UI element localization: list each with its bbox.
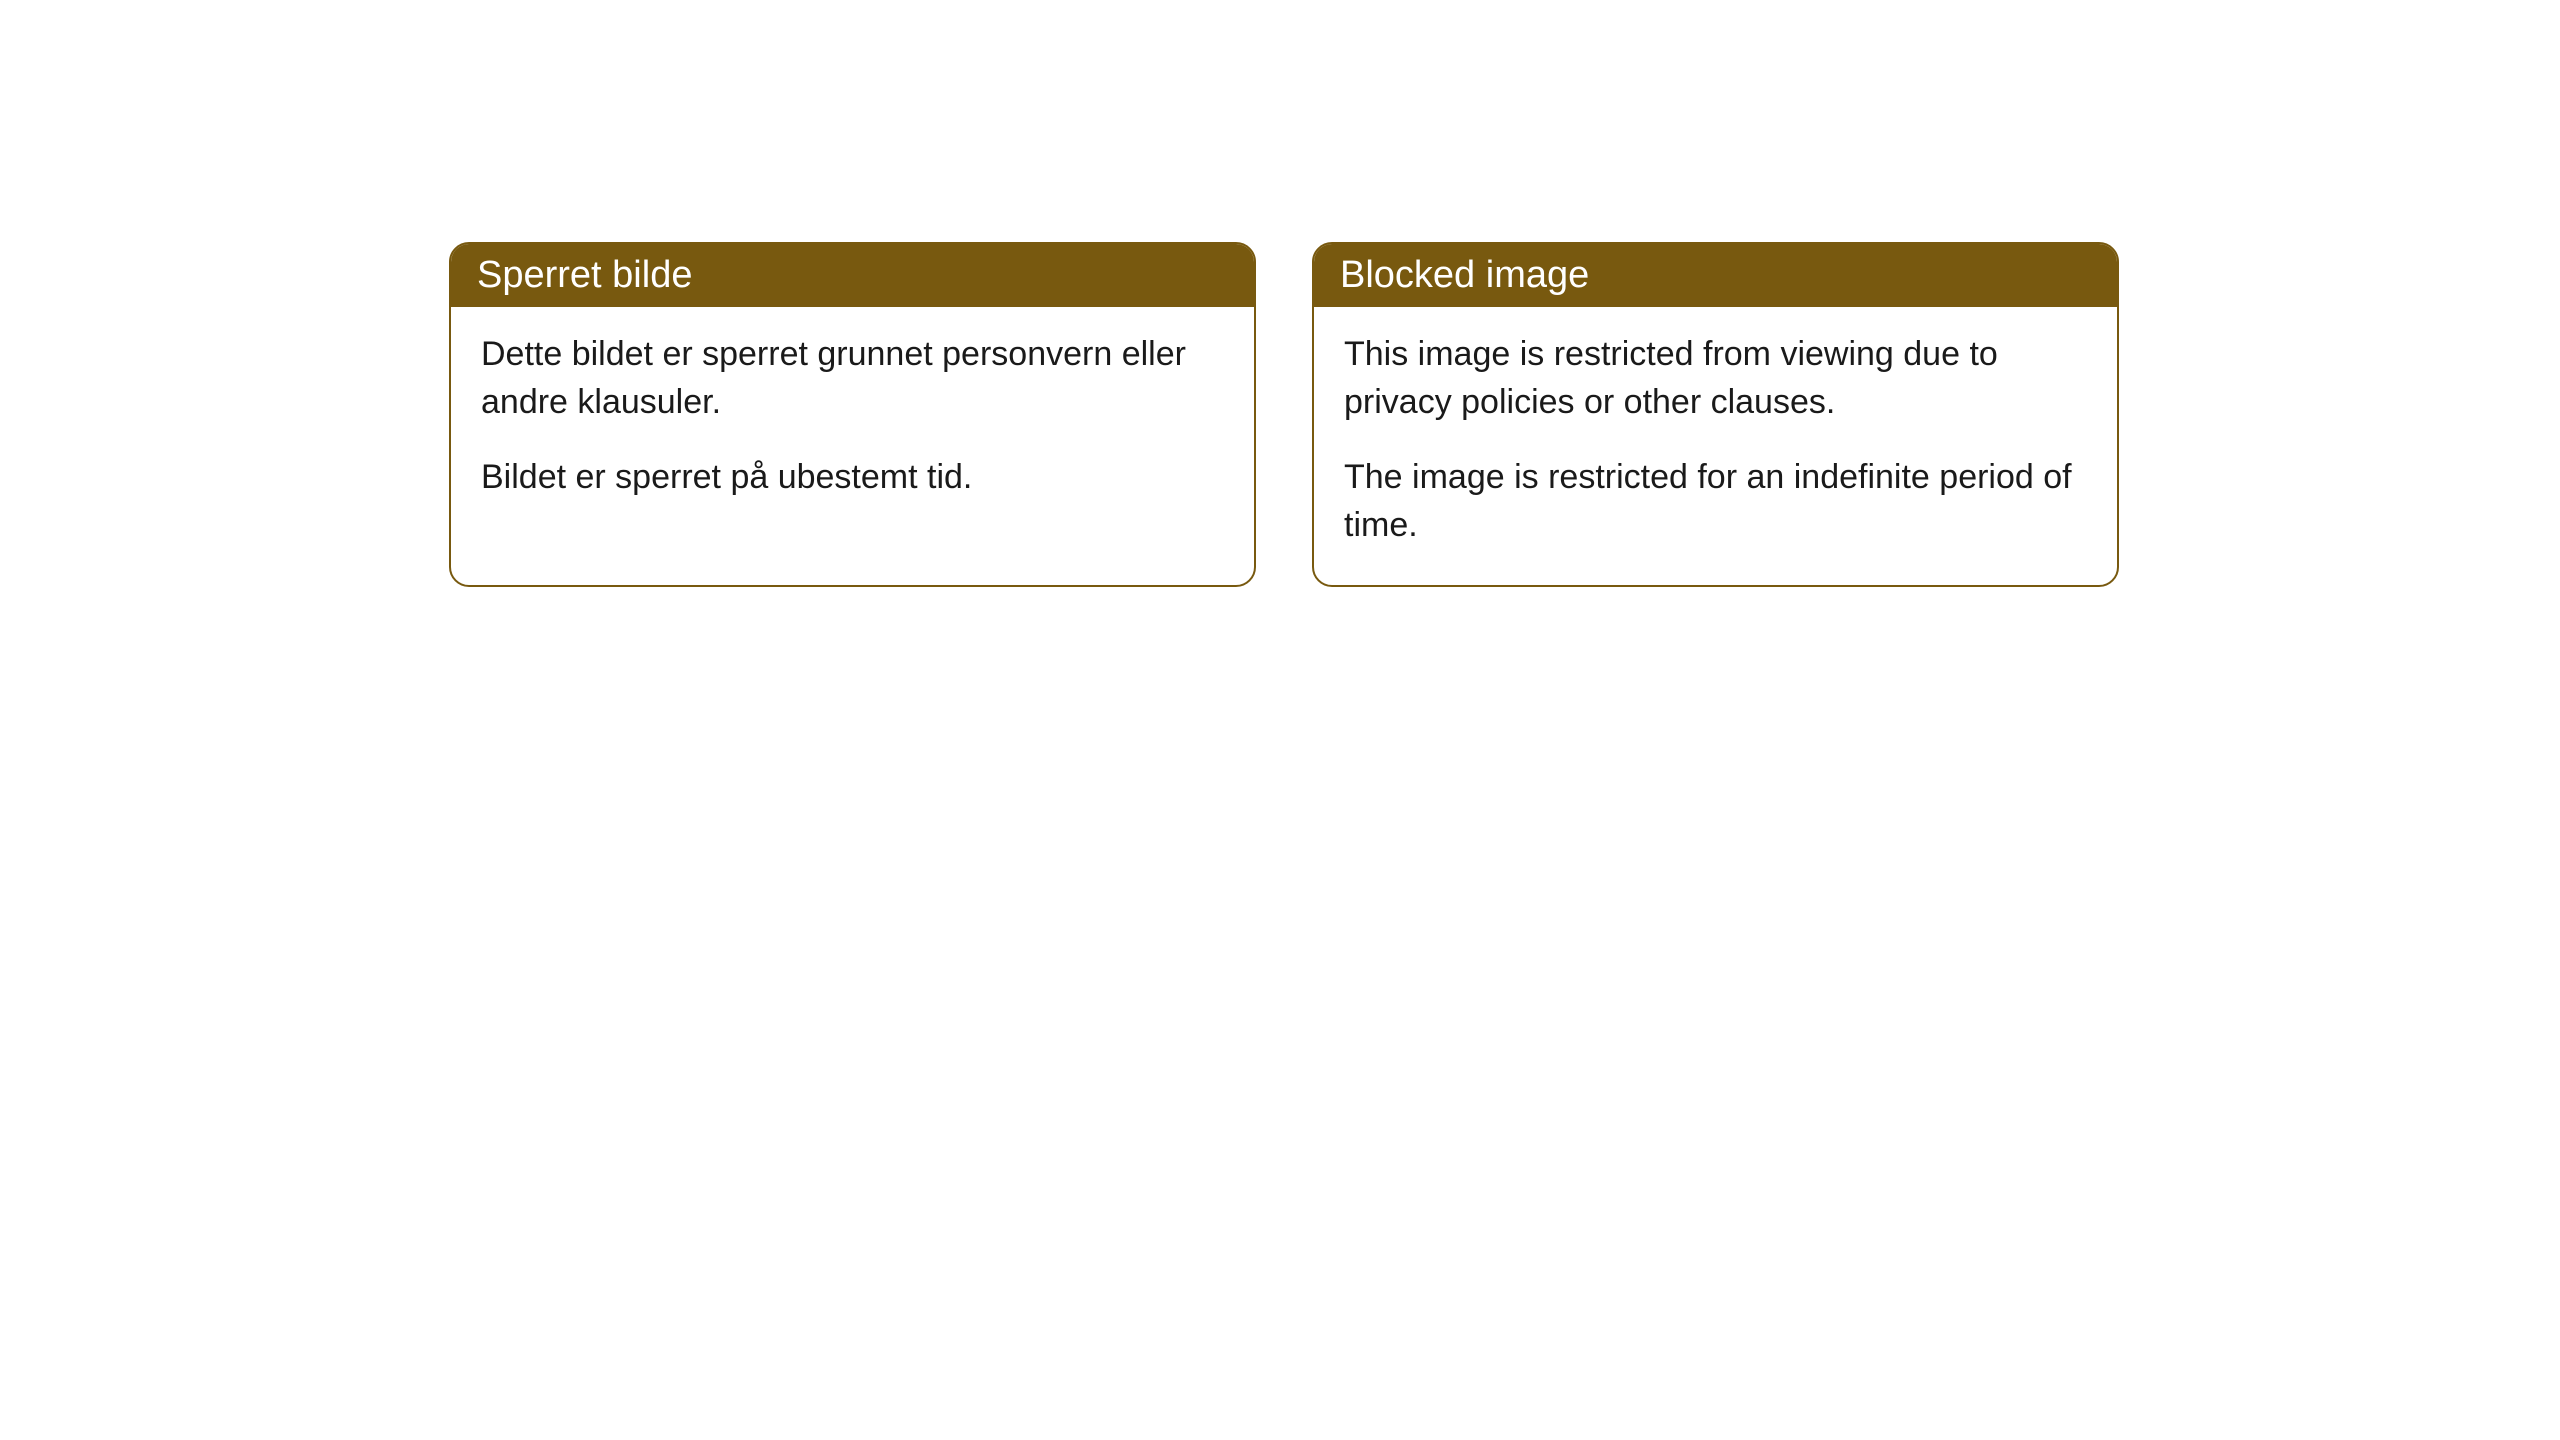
notice-card-norwegian: Sperret bilde Dette bildet er sperret gr… [449,242,1256,587]
notice-cards-container: Sperret bilde Dette bildet er sperret gr… [0,0,2560,587]
card-header: Blocked image [1314,244,2117,307]
card-body: This image is restricted from viewing du… [1314,307,2117,585]
card-paragraph: The image is restricted for an indefinit… [1344,454,2087,549]
card-title: Sperret bilde [477,254,692,296]
card-paragraph: This image is restricted from viewing du… [1344,331,2087,426]
card-paragraph: Dette bildet er sperret grunnet personve… [481,331,1224,426]
card-paragraph: Bildet er sperret på ubestemt tid. [481,454,1224,502]
notice-card-english: Blocked image This image is restricted f… [1312,242,2119,587]
card-body: Dette bildet er sperret grunnet personve… [451,307,1254,538]
card-title: Blocked image [1340,254,1589,296]
card-header: Sperret bilde [451,244,1254,307]
